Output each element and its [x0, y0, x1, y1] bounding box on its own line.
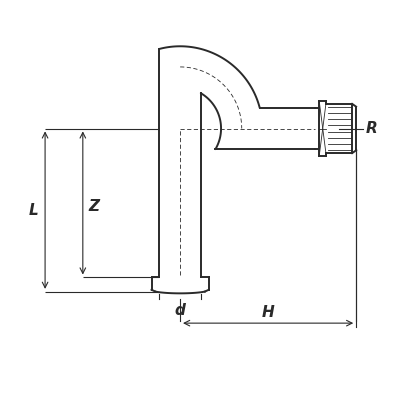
Text: Z: Z	[88, 200, 99, 214]
Text: d: d	[175, 303, 186, 318]
Text: H: H	[262, 304, 274, 320]
Text: R: R	[366, 121, 377, 136]
Text: L: L	[29, 203, 39, 218]
